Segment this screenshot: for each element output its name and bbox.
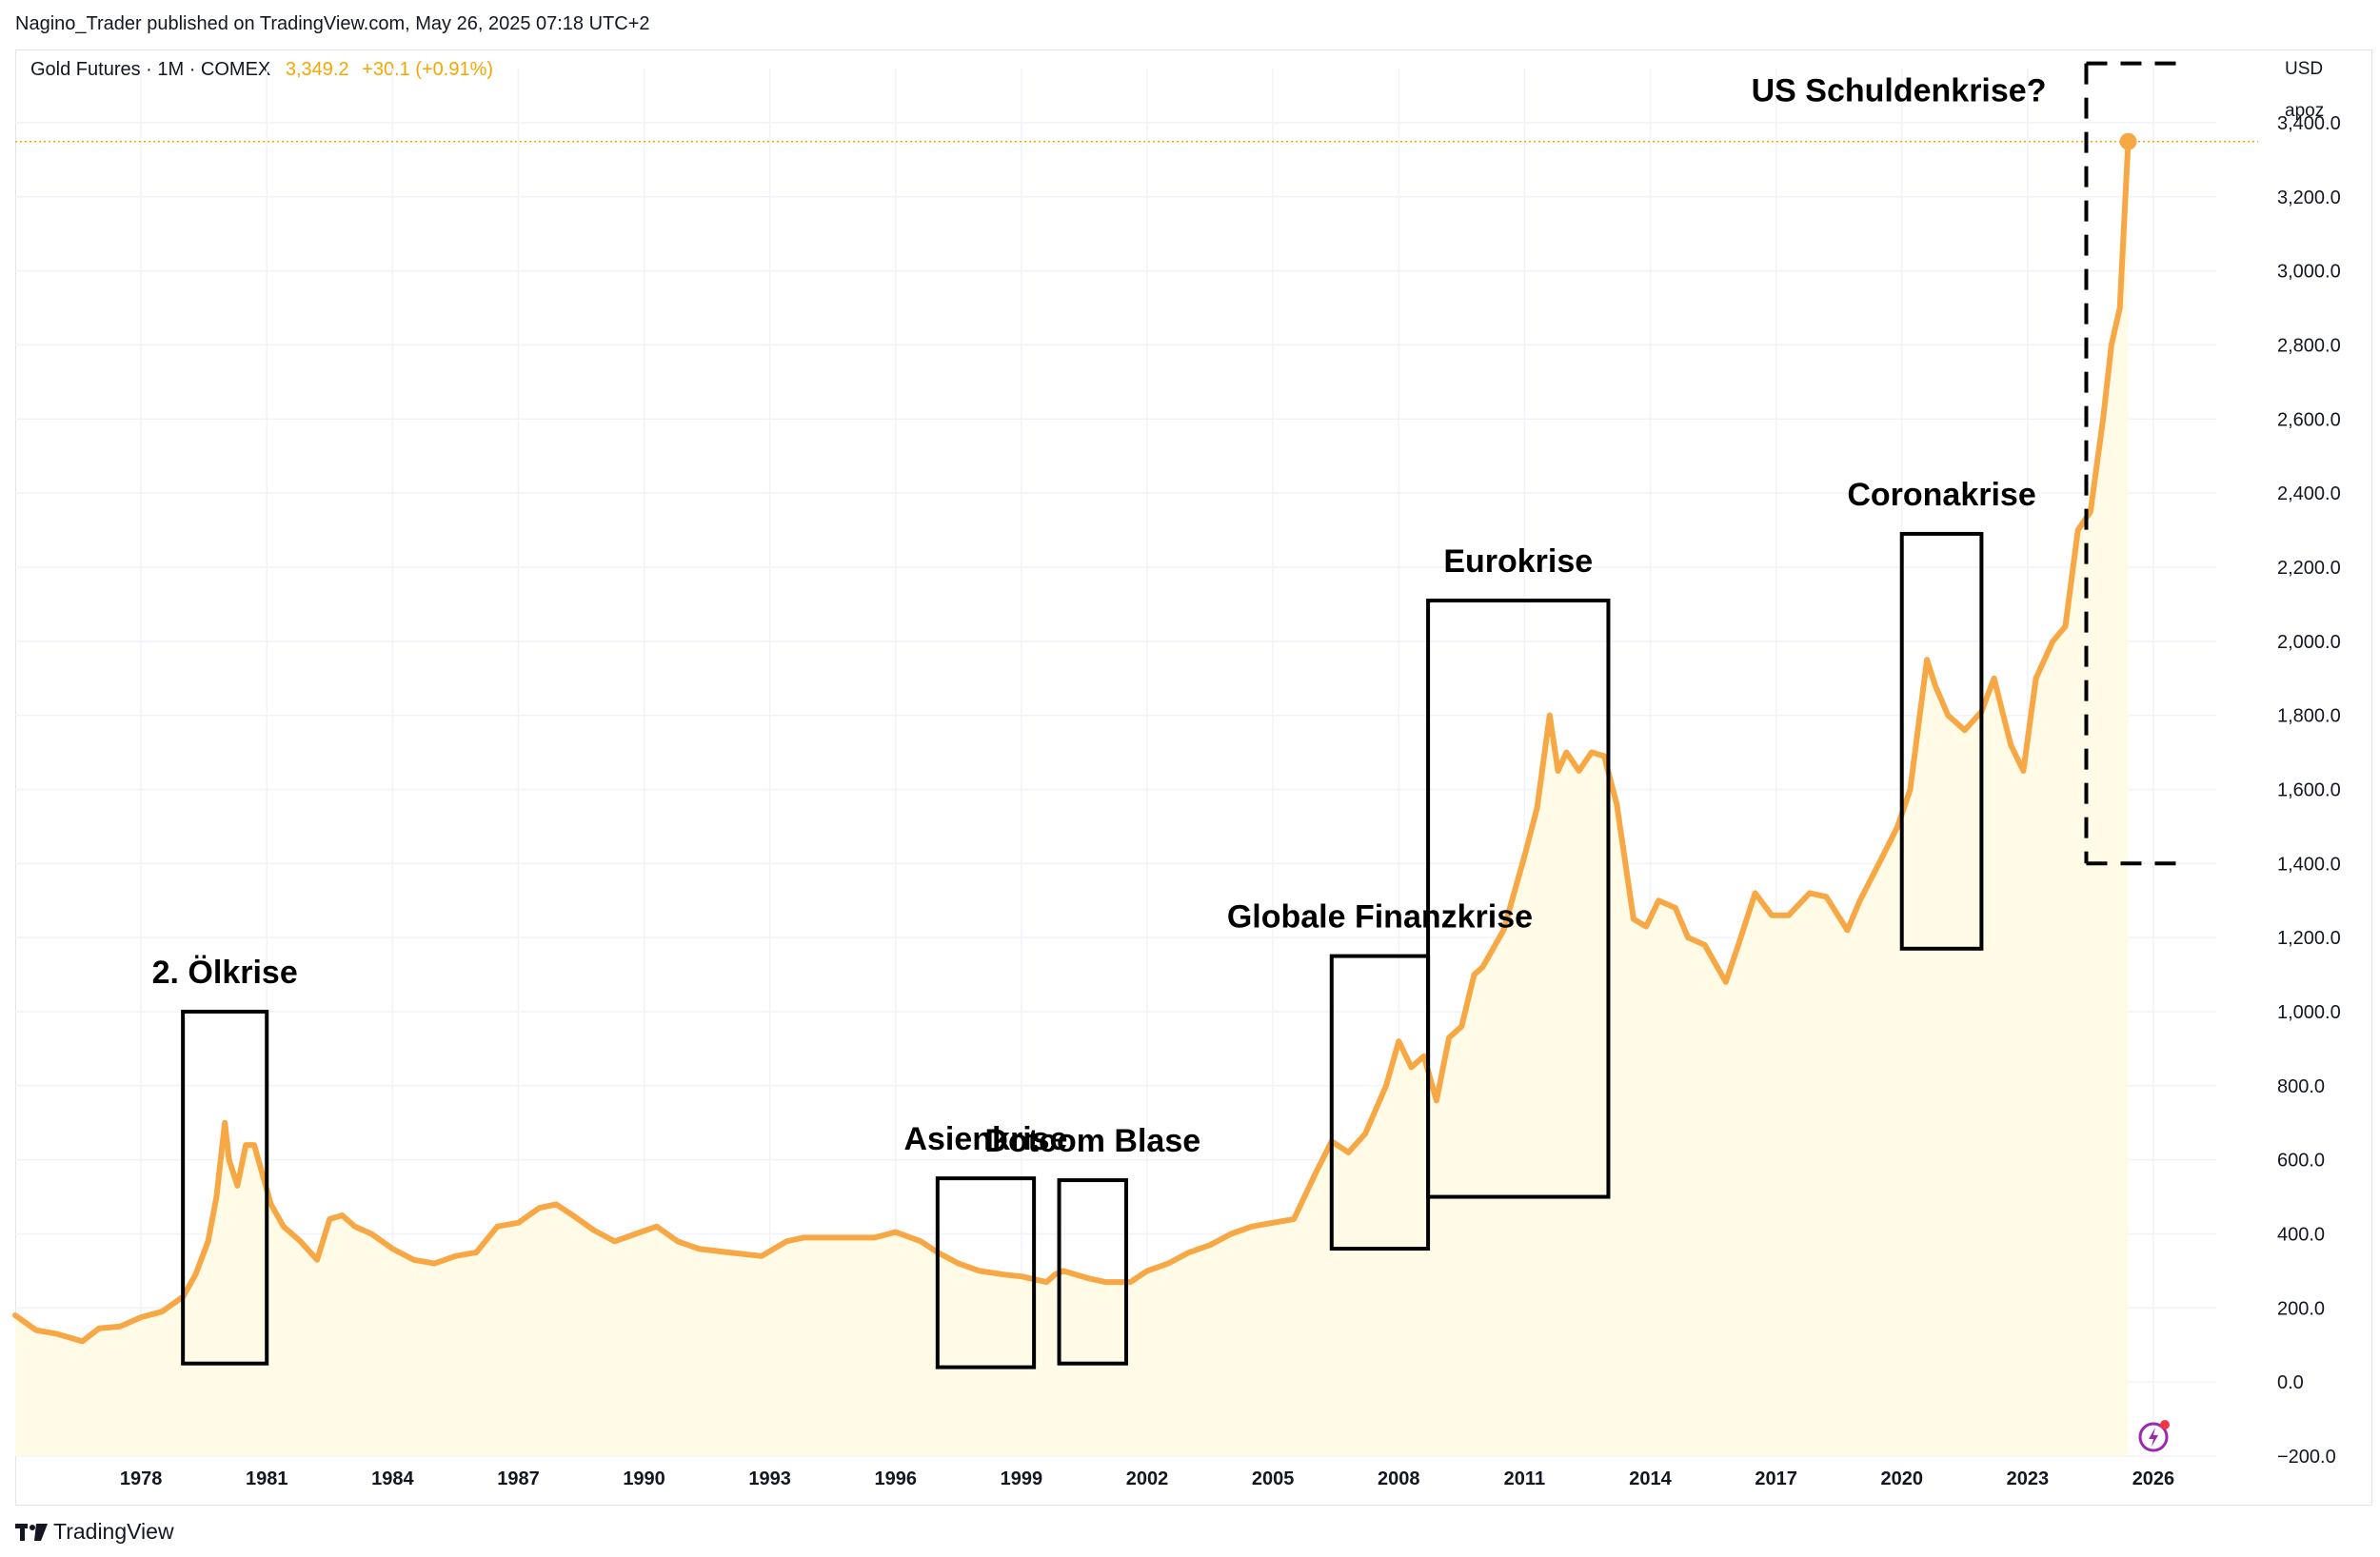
last-price-dot[interactable]	[2119, 132, 2137, 150]
y-tick-label: 2,400.0	[2277, 483, 2341, 504]
x-tick-label: 1993	[748, 1468, 791, 1489]
x-tick-label: 1996	[875, 1468, 918, 1489]
tradingview-logo-icon	[15, 1523, 48, 1541]
y-tick-label: 400.0	[2277, 1224, 2325, 1245]
brand-name: TradingView	[53, 1519, 174, 1544]
price-area	[15, 141, 2129, 1457]
annotation-label[interactable]: Globale Finanzkrise	[1227, 899, 1533, 936]
x-tick-label: 2005	[1252, 1468, 1295, 1489]
publisher-line: Nagino_Trader published on TradingView.c…	[15, 13, 650, 34]
y-tick-label: 1,600.0	[2277, 779, 2341, 800]
unit-label[interactable]: apoz	[2285, 101, 2325, 121]
x-tick-label: 1978	[120, 1468, 163, 1489]
x-tick-label: 2026	[2132, 1468, 2175, 1489]
annotation-box[interactable]	[1057, 1178, 1129, 1366]
y-tick-label: 200.0	[2277, 1298, 2325, 1319]
last-price: 3,349.2	[285, 59, 349, 80]
y-tick-label: 2,800.0	[2277, 335, 2341, 356]
annotation-label[interactable]: US Schuldenkrise?	[1752, 73, 2047, 109]
x-tick-label: 2017	[1755, 1468, 1797, 1489]
tradingview-brand[interactable]: TradingView	[15, 1519, 174, 1545]
y-tick-label: 1,000.0	[2277, 1002, 2341, 1023]
x-tick-label: 1990	[623, 1468, 665, 1489]
annotation-label[interactable]: Asienkrise	[903, 1121, 1067, 1157]
annotation-box[interactable]	[1426, 598, 1611, 1199]
x-tick-label: 2008	[1378, 1468, 1420, 1489]
currency-label[interactable]: USD	[2285, 59, 2324, 79]
y-tick-label: 600.0	[2277, 1151, 2325, 1172]
x-tick-label: 1987	[497, 1468, 540, 1489]
annotation-box[interactable]	[935, 1176, 1037, 1370]
x-tick-label: 2011	[1504, 1468, 1545, 1489]
annotation-label[interactable]: Eurokrise	[1443, 543, 1593, 580]
y-tick-label: 1,200.0	[2277, 928, 2341, 949]
y-tick-label: 2,000.0	[2277, 632, 2341, 653]
lightning-icon[interactable]	[2136, 1416, 2174, 1454]
symbol-legend[interactable]: Gold Futures · 1M · COMEX 3,349.2 +30.1 …	[30, 59, 493, 81]
x-tick-label: 2020	[1880, 1468, 1923, 1489]
y-tick-label: 2,600.0	[2277, 409, 2341, 430]
y-tick-label: 800.0	[2277, 1076, 2325, 1097]
y-tick-label: 3,000.0	[2277, 262, 2341, 283]
y-tick-label: 2,200.0	[2277, 558, 2341, 579]
annotation-box[interactable]	[1899, 531, 1984, 951]
price-change: +30.1 (+0.91%)	[362, 59, 494, 80]
y-tick-label: 0.0	[2277, 1372, 2304, 1393]
annotation-label[interactable]: Dotcom Blase	[984, 1123, 1200, 1159]
y-tick-label: 3,200.0	[2277, 187, 2341, 208]
x-tick-label: 2014	[1629, 1468, 1672, 1489]
x-tick-label: 1981	[246, 1468, 288, 1489]
annotation-label[interactable]: 2. Ölkrise	[152, 955, 298, 991]
y-tick-label: −200.0	[2277, 1447, 2336, 1468]
y-tick-label: 3,400.0	[2277, 113, 2341, 134]
x-tick-label: 2023	[2007, 1468, 2050, 1489]
y-tick-label: 1,400.0	[2277, 854, 2341, 875]
symbol-name[interactable]: Gold Futures · 1M · COMEX	[30, 59, 271, 80]
y-tick-label: 1,800.0	[2277, 706, 2341, 727]
x-tick-label: 1984	[371, 1468, 414, 1489]
chart-frame	[15, 49, 2372, 1506]
x-tick-label: 1999	[1001, 1468, 1043, 1489]
x-tick-label: 2002	[1126, 1468, 1169, 1489]
annotation-label[interactable]: Coronakrise	[1847, 477, 2035, 513]
annotation-box[interactable]	[181, 1009, 269, 1366]
price-line[interactable]	[12, 138, 2132, 1345]
